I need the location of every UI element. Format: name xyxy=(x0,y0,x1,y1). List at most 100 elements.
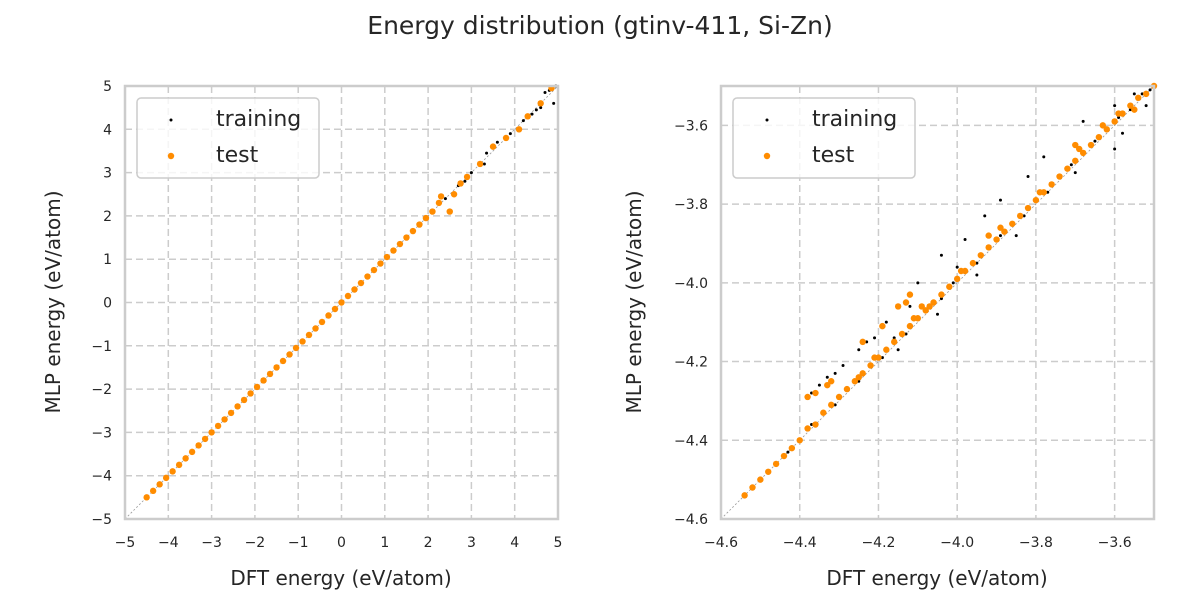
point-test xyxy=(489,143,497,150)
point-test xyxy=(214,422,222,430)
point-test xyxy=(985,244,992,251)
point-training xyxy=(463,179,467,183)
x-tick-label: −2 xyxy=(245,535,266,551)
point-test xyxy=(1032,196,1040,204)
point-training xyxy=(1140,92,1144,96)
point-training xyxy=(963,238,967,242)
point-test xyxy=(953,275,961,283)
point-test xyxy=(409,227,417,235)
y-tick-label: 4 xyxy=(103,122,112,138)
point-test xyxy=(855,374,862,381)
point-test xyxy=(396,240,404,248)
point-test xyxy=(446,208,453,215)
point-training xyxy=(1121,131,1125,135)
y-tick-label: 3 xyxy=(103,166,112,182)
y-tick-label: −4.6 xyxy=(674,512,708,528)
point-test xyxy=(416,221,423,228)
point-training xyxy=(1073,171,1077,175)
point-test xyxy=(1048,181,1055,188)
point-training xyxy=(521,119,525,123)
y-tick-label: −1 xyxy=(91,339,112,355)
legend-label-training: training xyxy=(216,107,301,132)
point-test xyxy=(463,173,471,181)
point-test xyxy=(902,299,910,306)
y-tick-label: −4.2 xyxy=(674,355,708,371)
point-test xyxy=(772,460,780,468)
point-test xyxy=(1016,212,1024,220)
point-test xyxy=(918,303,925,310)
point-test xyxy=(377,260,384,267)
point-test xyxy=(867,362,874,369)
point-test xyxy=(1115,110,1122,117)
point-test xyxy=(221,416,228,423)
point-test xyxy=(201,435,209,443)
point-test xyxy=(898,330,906,338)
x-tick-label: −5 xyxy=(115,535,136,551)
point-test xyxy=(162,474,170,482)
point-test xyxy=(1001,228,1008,235)
point-test xyxy=(279,357,287,365)
point-training xyxy=(1148,88,1152,92)
point-test xyxy=(1099,122,1107,129)
point-training xyxy=(975,261,979,265)
point-test xyxy=(977,252,984,259)
point-training xyxy=(443,197,447,201)
point-training xyxy=(469,171,473,175)
ylabel-left: MLP energy (eV/atom) xyxy=(41,190,65,413)
point-training xyxy=(1046,190,1050,194)
point-test xyxy=(894,303,902,310)
point-test xyxy=(437,193,445,200)
point-training xyxy=(810,423,814,427)
point-training xyxy=(485,151,489,155)
point-test xyxy=(286,351,293,358)
y-tick-label: −3.6 xyxy=(674,118,708,134)
point-training xyxy=(908,304,912,308)
legend-right: training test xyxy=(732,97,916,179)
point-training xyxy=(1128,108,1132,112)
point-test xyxy=(804,425,811,432)
point-test xyxy=(515,126,523,133)
x-tick-label: −4 xyxy=(158,535,179,551)
point-training xyxy=(786,450,790,454)
point-training xyxy=(1117,115,1121,119)
xlabel-left: DFT energy (eV/atom) xyxy=(230,566,451,590)
point-test xyxy=(1036,189,1044,196)
point-test xyxy=(796,437,803,444)
point-test xyxy=(891,338,898,346)
point-test xyxy=(926,303,933,310)
point-test xyxy=(1072,141,1079,149)
point-test xyxy=(906,322,914,330)
point-test xyxy=(524,113,531,120)
legend-label-test: test xyxy=(812,143,855,168)
point-test xyxy=(331,305,339,313)
point-training xyxy=(873,336,877,340)
y-tick-label: 0 xyxy=(103,296,112,312)
point-training xyxy=(482,162,486,166)
y-tick-label: −4.0 xyxy=(674,276,708,292)
x-tick-label: 1 xyxy=(380,535,389,551)
point-test xyxy=(938,291,945,298)
point-test xyxy=(1079,149,1087,157)
legend-marker-training xyxy=(765,118,769,122)
point-test xyxy=(871,354,878,361)
x-tick-label: −3.8 xyxy=(1019,535,1053,551)
point-test xyxy=(457,180,464,187)
point-test xyxy=(1131,106,1138,113)
point-test xyxy=(143,494,150,501)
point-training xyxy=(975,273,979,277)
point-training xyxy=(539,106,543,110)
point-training xyxy=(939,253,943,257)
point-test xyxy=(765,468,772,475)
point-test xyxy=(910,315,918,322)
y-tick-label: −3 xyxy=(91,425,112,441)
y-tick-label: −4.4 xyxy=(674,433,708,449)
point-test xyxy=(273,364,280,371)
legend-label-test: test xyxy=(216,143,259,168)
axes-frame-left xyxy=(123,84,560,521)
point-test xyxy=(883,346,890,353)
point-test xyxy=(1076,145,1083,153)
point-training xyxy=(1042,155,1046,159)
x-tick-label: 4 xyxy=(510,535,519,551)
point-training xyxy=(884,320,888,324)
point-training xyxy=(896,348,900,352)
